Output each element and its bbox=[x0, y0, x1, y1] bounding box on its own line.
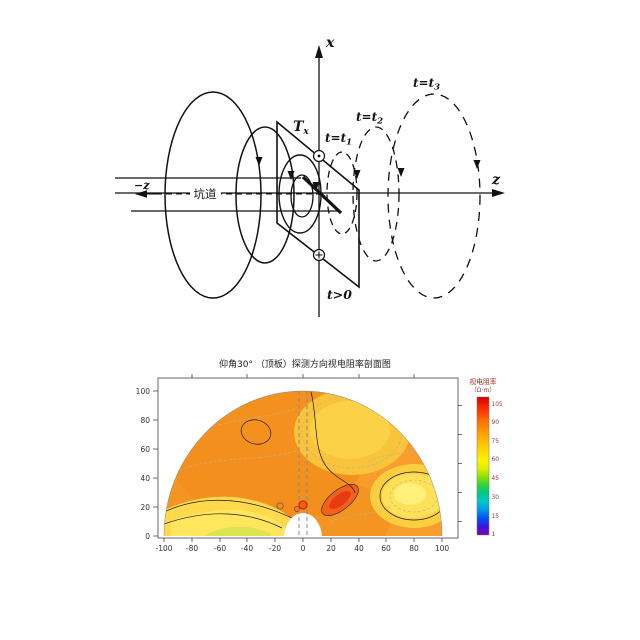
figure-top-tem-diagram: x z −z 坑道 Tx t=t1 t=t2 t=t3 t>0 bbox=[115, 35, 505, 317]
fan-outline bbox=[163, 390, 443, 537]
colorbar-tick: 60 bbox=[492, 457, 500, 463]
neg-z-arrowhead bbox=[135, 190, 147, 198]
small-spot-anomaly bbox=[294, 506, 300, 512]
colorbar-title: 视电阻率 bbox=[469, 377, 496, 386]
x-axis-arrowhead bbox=[315, 45, 323, 58]
x-tick: -80 bbox=[186, 544, 198, 553]
z-axis-arrowhead bbox=[492, 189, 505, 197]
y-tick: 60 bbox=[140, 445, 150, 454]
colorbar-gradient bbox=[476, 396, 490, 536]
section-title: 仰角30° （顶板）探测方向视电阻率剖面图 bbox=[219, 358, 391, 370]
z-axis-label: z bbox=[491, 172, 501, 188]
colorbar: 视电阻率 （Ω·m） 105 90 75 60 45 30 15 1 bbox=[469, 377, 502, 538]
tunnel-label-backing bbox=[190, 187, 221, 200]
tx-loop-bold-edge bbox=[301, 175, 343, 215]
t2-label: t=t2 bbox=[356, 110, 383, 127]
current-out-symbol bbox=[312, 149, 326, 163]
current-in-symbol bbox=[312, 248, 326, 262]
current-arrow-icon bbox=[473, 160, 481, 169]
x-tick: 20 bbox=[326, 544, 336, 553]
colorbar-tick: 1 bbox=[492, 532, 496, 538]
y-tick: 20 bbox=[140, 503, 150, 512]
x-tick: 60 bbox=[381, 544, 391, 553]
y-tick: 0 bbox=[145, 532, 150, 541]
dashed-eddy-ellipse-t2 bbox=[352, 126, 400, 262]
t3-label: t=t3 bbox=[413, 76, 440, 93]
x-tick: -20 bbox=[269, 544, 281, 553]
x-tick: 80 bbox=[409, 544, 419, 553]
small-contour-circle bbox=[276, 502, 284, 510]
colorbar-tick: 45 bbox=[492, 476, 500, 482]
colorbar-units: （Ω·m） bbox=[470, 387, 495, 394]
solid-eddy-ellipse-4 bbox=[290, 174, 314, 218]
y-tick: 80 bbox=[140, 416, 150, 425]
tx-label: Tx bbox=[293, 119, 309, 137]
colorbar-tick-labels: 105 90 75 60 45 30 15 1 bbox=[492, 402, 503, 538]
x-tick: -100 bbox=[155, 544, 172, 553]
tx-loop bbox=[276, 120, 360, 289]
t-positive-label: t>0 bbox=[327, 287, 352, 302]
current-arrow-icon bbox=[397, 168, 405, 177]
current-arrow-icon bbox=[353, 170, 361, 179]
colorbar-tick: 75 bbox=[492, 439, 500, 445]
y-axis-tick-labels: 0 20 40 60 80 100 bbox=[136, 387, 151, 541]
t1-label: t=t1 bbox=[325, 131, 352, 148]
x-tick: -60 bbox=[214, 544, 226, 553]
x-tick: 0 bbox=[301, 544, 306, 553]
x-tick: 100 bbox=[435, 544, 450, 553]
dashed-eddy-ellipse-t3 bbox=[387, 93, 481, 299]
sounding-axis-guides bbox=[298, 391, 308, 536]
x-axis-label: x bbox=[325, 35, 335, 51]
neg-z-label: −z bbox=[134, 179, 150, 192]
current-arrow-icon bbox=[255, 157, 263, 166]
red-marker bbox=[298, 500, 308, 510]
solid-eddy-ellipse-1 bbox=[164, 91, 262, 299]
plot-frame bbox=[153, 374, 462, 542]
tunnel-label: 坑道 bbox=[194, 187, 217, 201]
y-tick: 40 bbox=[140, 474, 150, 483]
current-arrow-icon bbox=[287, 171, 295, 180]
colorbar-tick: 90 bbox=[492, 420, 500, 426]
colorbar-tick: 15 bbox=[492, 514, 500, 520]
figure-bottom-resistivity-section: 仰角30° （顶板）探测方向视电阻率剖面图 bbox=[136, 358, 503, 563]
solid-eddy-ellipse-2 bbox=[235, 126, 295, 264]
y-tick: 100 bbox=[136, 387, 151, 396]
x-tick: 40 bbox=[354, 544, 364, 553]
colorbar-tick: 105 bbox=[492, 402, 503, 408]
x-tick: -40 bbox=[241, 544, 253, 553]
colorbar-tick: 30 bbox=[492, 495, 500, 501]
x-axis-tick-labels: -100 -80 -60 -40 -20 0 20 40 60 80 100 bbox=[155, 544, 449, 553]
current-arrow-icon bbox=[312, 182, 320, 191]
